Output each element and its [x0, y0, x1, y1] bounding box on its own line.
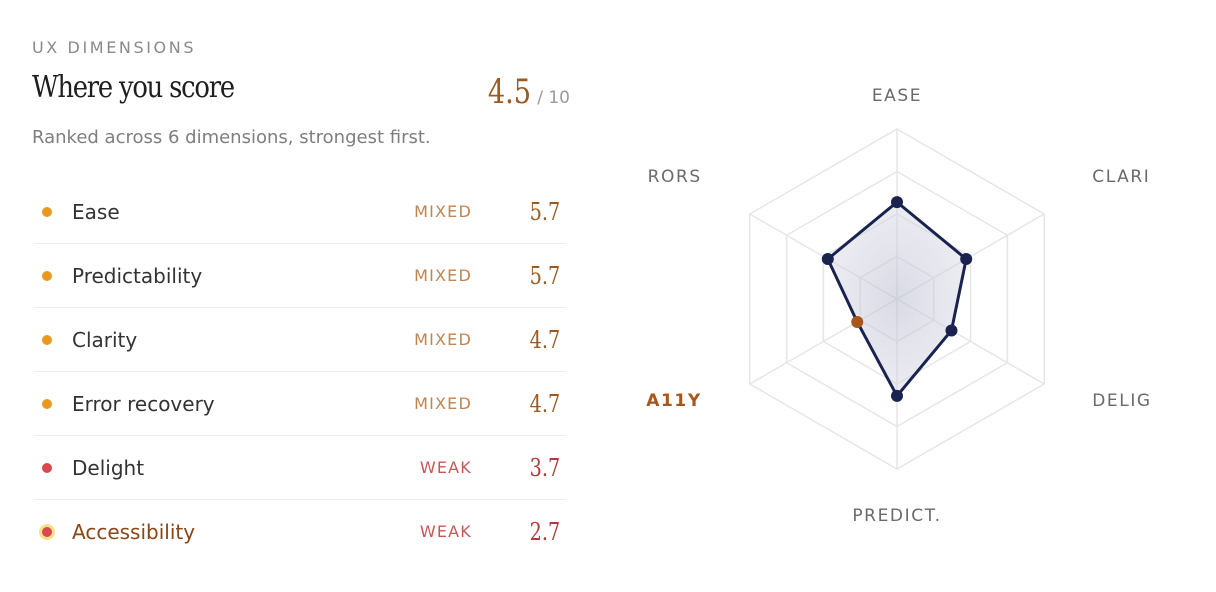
radar-point-delig: [945, 324, 958, 337]
radar-axis-label: A11Y: [646, 391, 702, 411]
rating-badge: MIXED: [414, 266, 472, 285]
radar-point-predict: [891, 389, 903, 402]
rating-badge: WEAK: [419, 458, 472, 477]
dimension-row-clarity[interactable]: Clarity MIXED 4.7: [34, 308, 566, 372]
radar-chart: EASE CLARI DELIG PREDICT. A11Y RORS: [640, 60, 1160, 530]
dimension-row-error-recovery[interactable]: Error recovery MIXED 4.7: [34, 372, 566, 436]
status-dot-icon: [42, 206, 52, 217]
section-eyebrow: UX DIMENSIONS: [32, 38, 197, 57]
radar-axis-label: CLARI: [1092, 167, 1150, 187]
status-dot-icon: [42, 526, 52, 537]
radar-chart-svg: EASE CLARI DELIG PREDICT. A11Y RORS: [646, 86, 1152, 526]
dimension-row-delight[interactable]: Delight WEAK 3.7: [34, 436, 566, 500]
dimension-row-accessibility[interactable]: Accessibility WEAK 2.7: [34, 500, 566, 563]
overall-score-value: 4.5: [487, 72, 532, 112]
dimension-name: Clarity: [72, 327, 138, 352]
dimension-name: Delight: [72, 455, 145, 480]
radar-axis-label: PREDICT.: [852, 506, 941, 526]
overall-score-max: / 10: [537, 88, 570, 108]
dimension-score: 5.7: [529, 261, 560, 290]
radar-point-rors: [821, 253, 834, 266]
radar-point-ease: [891, 196, 903, 209]
dimension-score: 3.7: [529, 453, 560, 482]
status-dot-icon: [42, 398, 52, 409]
rating-badge: MIXED: [414, 394, 472, 413]
dimension-score: 5.7: [529, 197, 560, 226]
radar-axis-label: RORS: [648, 167, 702, 187]
dimension-name: Ease: [72, 199, 120, 224]
rating-badge: WEAK: [419, 522, 472, 541]
radar-axis-label: DELIG: [1092, 391, 1152, 411]
dimension-score: 4.7: [529, 325, 560, 354]
dimension-name: Predictability: [72, 263, 203, 288]
status-dot-icon: [42, 334, 52, 345]
status-dot-icon: [42, 270, 52, 281]
radar-axis-label: EASE: [872, 86, 922, 106]
overall-score: 4.5 / 10: [477, 72, 570, 112]
radar-series-area: [826, 200, 968, 398]
dimension-name: Accessibility: [72, 519, 196, 544]
status-dot-icon: [42, 462, 52, 473]
dimension-score: 4.7: [529, 389, 560, 418]
radar-point-a11y: [851, 315, 864, 328]
page-title: Where you score: [32, 70, 235, 105]
dimension-row-predictability[interactable]: Predictability MIXED 5.7: [34, 244, 566, 308]
page-subtitle: Ranked across 6 dimensions, strongest fi…: [32, 127, 431, 148]
dimension-score: 2.7: [529, 517, 560, 546]
dimension-row-ease[interactable]: Ease MIXED 5.7: [34, 180, 566, 244]
radar-point-clari: [960, 253, 973, 266]
rating-badge: MIXED: [414, 330, 472, 349]
rating-badge: MIXED: [414, 202, 472, 221]
dimension-list: Ease MIXED 5.7 Predictability MIXED 5.7 …: [34, 180, 566, 563]
dimension-name: Error recovery: [72, 391, 215, 416]
